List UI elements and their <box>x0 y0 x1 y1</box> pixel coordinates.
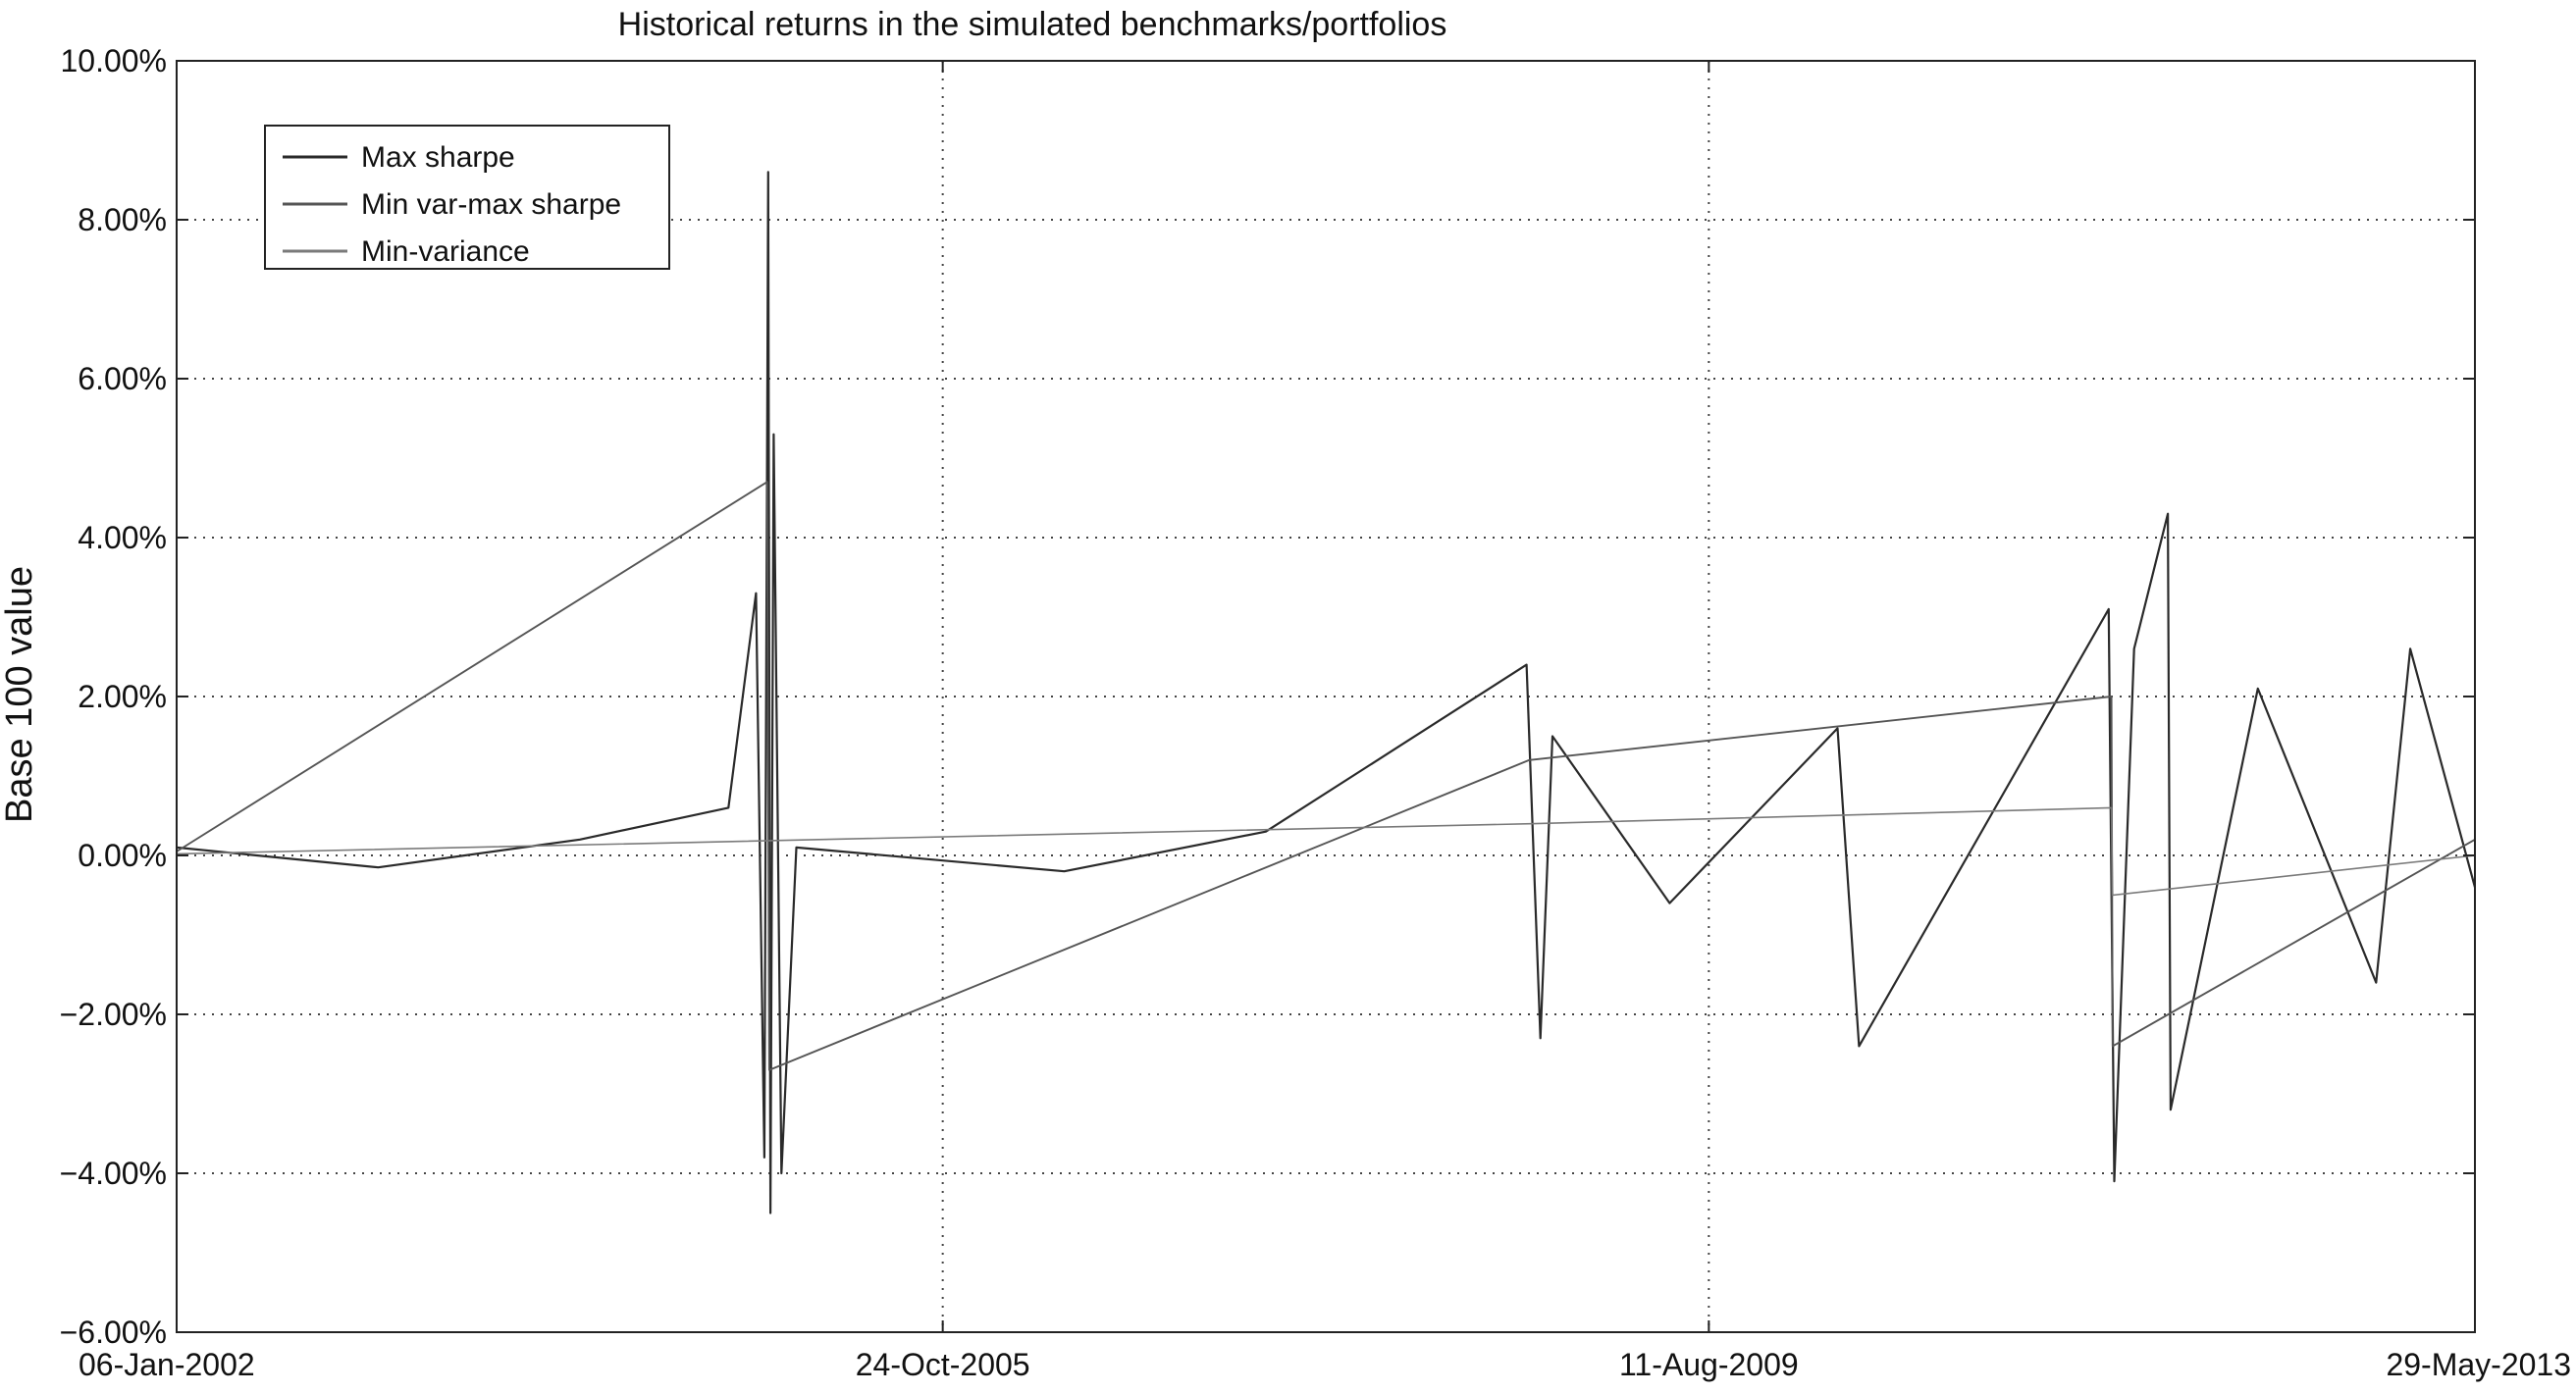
x-tick-label: 06-Jan-2002 <box>79 1347 255 1382</box>
y-tick-label: 6.00% <box>78 361 167 396</box>
x-tick-label: 29-May-2013 <box>2386 1347 2571 1382</box>
y-tick-label: −6.00% <box>60 1315 167 1350</box>
legend-label: Min-variance <box>361 235 530 268</box>
y-tick-label: 10.00% <box>60 43 167 78</box>
x-tick-label: 11-Aug-2009 <box>1619 1347 1799 1382</box>
gridlines <box>177 61 2475 1332</box>
y-axis-label: Base 100 value <box>0 566 40 823</box>
y-tick-label: 4.00% <box>78 520 167 555</box>
chart-title: Historical returns in the simulated benc… <box>618 6 1447 43</box>
y-tick-label: −4.00% <box>60 1156 167 1191</box>
legend-label: Max sharpe <box>361 141 515 174</box>
y-tick-label: −2.00% <box>60 997 167 1032</box>
series-line-2 <box>176 481 2476 1071</box>
legend-label: Min var-max sharpe <box>361 188 621 221</box>
x-tick-label: 24-Oct-2005 <box>856 1347 1030 1382</box>
y-tick-label: 0.00% <box>78 838 167 873</box>
legend: Max sharpe Min var-max sharpe Min-variance <box>264 125 670 270</box>
axis-ticks: 10.00% 8.00% 6.00% 4.00% 2.00% 0.00% −2.00% −4.… <box>60 43 2571 1382</box>
series-line-3 <box>176 806 2476 897</box>
series-lines <box>176 171 2477 1214</box>
y-tick-label: 8.00% <box>78 202 167 237</box>
y-tick-label: 2.00% <box>78 679 167 714</box>
series-line-1 <box>176 171 2477 1214</box>
legend-box <box>264 125 670 270</box>
